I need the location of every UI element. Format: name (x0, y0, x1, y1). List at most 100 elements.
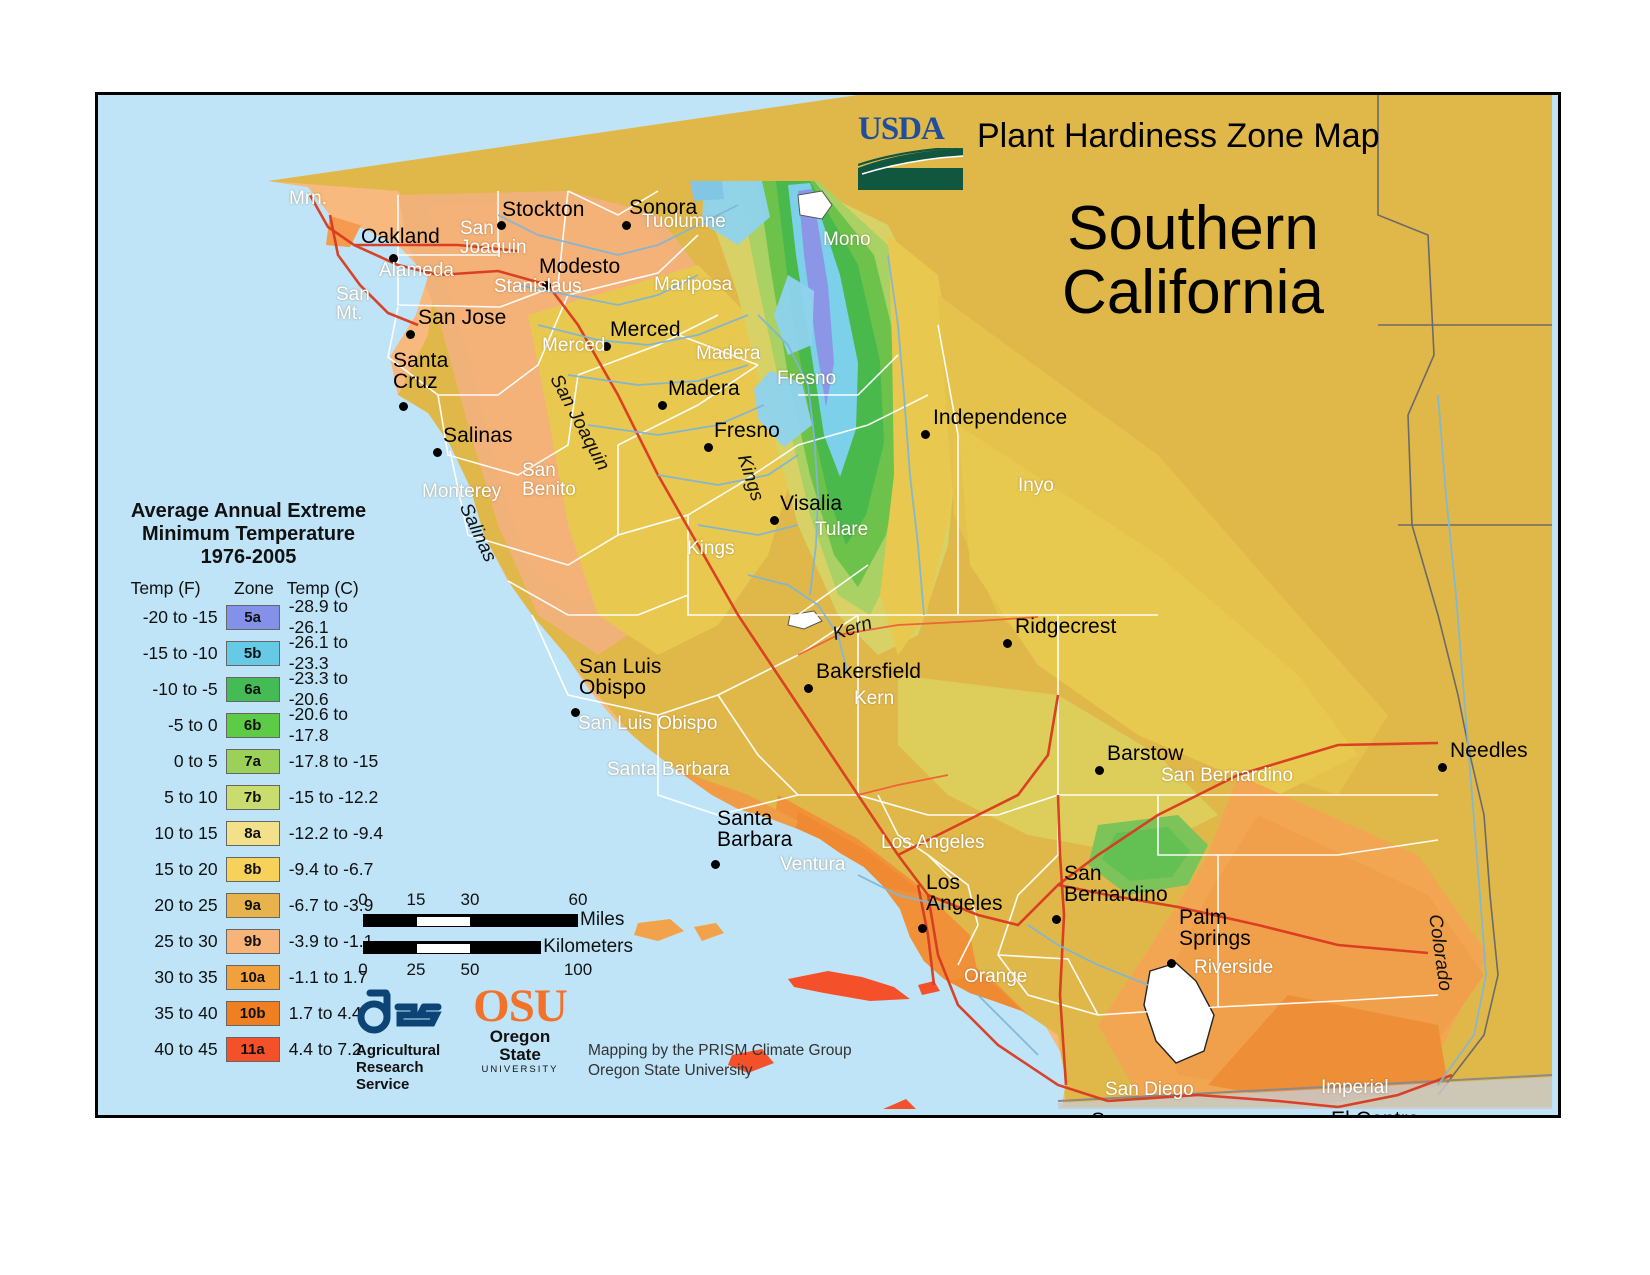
county-label: San Luis Obispo (578, 713, 718, 734)
city-label: Salinas (443, 424, 513, 447)
city-marker-dot (406, 330, 415, 339)
region-title-line2: California (1062, 257, 1324, 327)
scale-bar: 0 15 30 60 Miles Kilometers 0 25 50 100 (358, 890, 633, 979)
legend-zone-swatch: 7b (225, 784, 280, 810)
region-title: Southern California (858, 197, 1538, 325)
city-label: Los Angeles (926, 871, 1003, 916)
county-label: Kern (854, 688, 895, 709)
city-marker-dot (542, 281, 551, 290)
legend-temp-f: 25 to 30 (154, 930, 218, 951)
city-marker-dot (622, 221, 631, 230)
county-label: Alameda (379, 260, 454, 281)
county-label: San Joaquin (460, 218, 527, 259)
osu-wordmark: OSU (473, 980, 568, 1032)
mapping-credit: Mapping by the PRISM Climate Group Orego… (588, 1042, 852, 1080)
city-label: Santa Barbara (717, 807, 793, 852)
hardiness-zone-raster (98, 95, 1552, 1109)
ars-line-1: Agricultural (356, 1042, 441, 1059)
legend-zone-swatch: 10a (225, 964, 280, 990)
city-label: El Centro (1331, 1109, 1419, 1115)
legend-temp-c: -20.6 to -17.8 (288, 704, 349, 745)
legend-zone-swatch: 5a (225, 604, 280, 630)
legend-temp-f: 35 to 40 (154, 1002, 218, 1023)
legend-zone-swatch: 7a (225, 748, 280, 774)
scale-tick: 50 (460, 960, 480, 979)
legend-temp-c: -1.1 to 1.7 (288, 966, 368, 987)
legend: Average Annual Extreme Minimum Temperatu… (106, 500, 391, 1067)
city-label: Stockton (502, 198, 585, 221)
city-label: San Jose (418, 306, 507, 329)
city-marker-dot (497, 221, 506, 230)
city-marker-dot (918, 924, 927, 933)
legend-zone-swatch: 9b (225, 928, 280, 954)
legend-col-celsius: Temp (C) (286, 578, 359, 598)
city-label: Barstow (1107, 742, 1184, 765)
city-marker-dot (399, 402, 408, 411)
legend-temp-c: -28.9 to -26.1 (288, 596, 349, 637)
legend-zone-swatch: 8b (225, 856, 280, 882)
legend-temp-f: 30 to 35 (154, 966, 218, 987)
city-label: Oakland (361, 225, 440, 248)
legend-row: -20 to -15 5a -28.9 to -26.1 (106, 596, 391, 637)
usda-logo: USDA (857, 113, 964, 195)
city-marker-dot (804, 684, 813, 693)
map-frame: Oakland Stockton Sonora Modesto San Jose Merc… (95, 92, 1561, 1118)
legend-zone-swatch: 6a (225, 676, 280, 702)
city-marker-dot (1003, 639, 1012, 648)
city-marker-dot (711, 860, 720, 869)
county-label: Mrn. (289, 188, 327, 209)
city-marker-dot (921, 430, 930, 439)
city-label: Merced (610, 318, 681, 341)
county-label: Santa Barbara (607, 759, 730, 780)
ars-line-2: Research (356, 1058, 424, 1076)
legend-temp-f: 40 to 45 (154, 1038, 218, 1059)
legend-row: 5 to 10 7b -15 to -12.2 (106, 779, 391, 815)
usda-swoosh-icon (857, 145, 964, 190)
county-label: Tulare (815, 519, 869, 540)
scale-km-label: Kilometers (543, 936, 633, 957)
county-label: Madera (696, 343, 761, 364)
legend-row: 0 to 5 7a -17.8 to -15 (106, 743, 391, 779)
county-label: Monterey (422, 481, 502, 502)
legend-row: -10 to -5 6a -23.3 to -20.6 (106, 668, 391, 709)
city-label: Bakersfield (816, 660, 921, 683)
county-label: Stanislaus (494, 276, 582, 297)
county-label: San Diego (1105, 1079, 1194, 1100)
city-marker-dot (1095, 766, 1104, 775)
map-canvas[interactable]: Oakland Stockton Sonora Modesto San Jose Merc… (98, 95, 1558, 1115)
city-label: Sonora (629, 196, 698, 219)
city-label: Ridgecrest (1015, 615, 1117, 638)
county-label: Tuolumne (642, 211, 726, 232)
ars-mark-icon (357, 989, 442, 1034)
ars-line-3: Service (356, 1075, 410, 1093)
county-label: Inyo (1018, 475, 1054, 496)
legend-row: 25 to 30 9b -3.9 to -1.1 (106, 923, 391, 959)
legend-temp-c: -26.1 to -23.3 (288, 632, 349, 673)
city-label: San Bernardino (1064, 862, 1168, 907)
legend-row: 35 to 40 10b 1.7 to 4.4 (106, 995, 391, 1031)
legend-col-zone: Zone (234, 578, 274, 598)
legend-row: 10 to 15 8a -12.2 to -9.4 (106, 815, 391, 851)
legend-temp-c: 1.7 to 4.4 (288, 1002, 362, 1023)
city-label: Independence (933, 406, 1068, 429)
county-label: San Mt. (336, 284, 370, 325)
region-title-line1: Southern (1067, 194, 1319, 263)
legend-title-line1: Average Annual Extreme (130, 500, 367, 522)
legend-zone-swatch: 6b (225, 712, 280, 738)
city-label: Modesto (539, 255, 621, 278)
legend-zone-swatch: 10b (225, 1000, 280, 1026)
county-label: Los Angeles (881, 832, 985, 853)
city-marker-dot (433, 448, 442, 457)
county-label: Fresno (777, 368, 837, 389)
map-header: USDA Plant Hardiness Zone Map Southern C… (857, 113, 1538, 325)
osu-university: UNIVERSITY (481, 1063, 559, 1075)
legend-row: 40 to 45 11a 4.4 to 7.2 (106, 1031, 391, 1067)
osu-name: Oregon State (489, 1027, 551, 1065)
legend-temp-f: 5 to 10 (164, 786, 218, 807)
legend-zone-swatch: 11a (225, 1036, 280, 1062)
county-label: Riverside (1194, 957, 1274, 978)
county-label: Imperial (1321, 1077, 1389, 1098)
osu-logo: OSU Oregon State UNIVERSITY (470, 980, 570, 1075)
legend-header-row: Temp (F) Zone Temp (C) (106, 578, 391, 599)
city-marker-dot (1052, 915, 1061, 924)
